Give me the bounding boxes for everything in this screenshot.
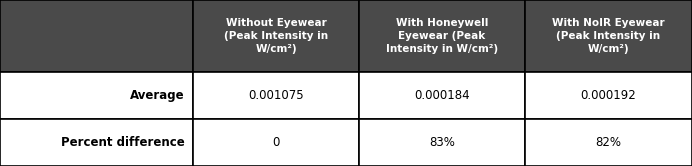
Bar (525, 119, 692, 166)
Bar (359, 0, 525, 72)
Bar (0, 119, 193, 166)
Text: 0: 0 (273, 136, 280, 149)
Bar (525, 0, 692, 72)
Text: Average: Average (130, 89, 185, 102)
Bar (193, 0, 359, 72)
Bar (359, 72, 525, 119)
Text: 0.001075: 0.001075 (248, 89, 304, 102)
Bar (193, 119, 359, 166)
Bar (525, 72, 692, 119)
Bar (359, 119, 525, 166)
Bar (193, 72, 359, 119)
Text: 0.000192: 0.000192 (581, 89, 637, 102)
Bar (0, 72, 193, 119)
Text: With NoIR Eyewear
(Peak Intensity in
W/cm²): With NoIR Eyewear (Peak Intensity in W/c… (552, 18, 665, 54)
Text: Without Eyewear
(Peak Intensity in
W/cm²): Without Eyewear (Peak Intensity in W/cm²… (224, 18, 328, 54)
Text: With Honeywell
Eyewear (Peak
Intensity in W/cm²): With Honeywell Eyewear (Peak Intensity i… (386, 18, 498, 54)
Text: 82%: 82% (596, 136, 621, 149)
Text: 0.000184: 0.000184 (415, 89, 470, 102)
Text: Percent difference: Percent difference (62, 136, 185, 149)
Bar (0, 0, 193, 72)
Text: 83%: 83% (429, 136, 455, 149)
